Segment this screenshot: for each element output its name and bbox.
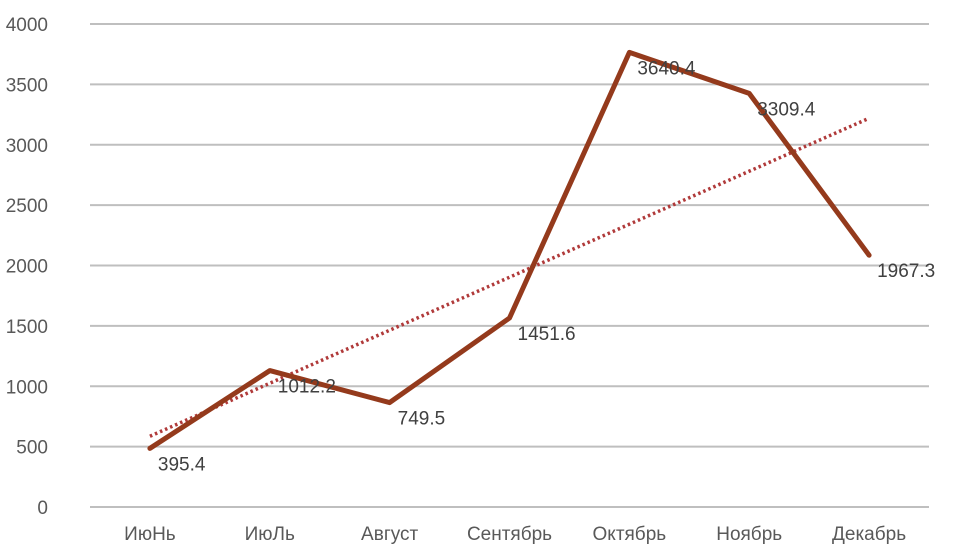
data-label: 1451.6 [518, 324, 576, 345]
y-tick-label: 1500 [6, 317, 48, 338]
y-tick-label: 2000 [6, 257, 48, 278]
x-tick-label: Сентябрь [467, 524, 552, 545]
trendline-path [149, 116, 870, 438]
data-label: 1967.3 [877, 261, 935, 282]
y-tick-label: 4000 [6, 15, 48, 36]
gridlines [90, 23, 929, 508]
y-tick-label: 2500 [6, 196, 48, 217]
x-tick-label: ИюНь [124, 524, 176, 545]
data-label: 395.4 [158, 454, 206, 475]
y-axis: 0 500 1000 1500 2000 2500 3000 3500 4000 [6, 15, 48, 519]
x-tick-label: Ноябрь [716, 524, 782, 545]
data-labels: 395.4 1012.2 749.5 1451.6 3640.4 3309.4 1967.3 [158, 58, 935, 475]
y-tick-label: 500 [16, 438, 48, 459]
x-axis: ИюНь ИюЛь Август Сентябрь Октябрь Ноябрь Декаб… [124, 524, 906, 545]
data-label: 3640.4 [637, 58, 696, 79]
y-tick-label: 1000 [6, 377, 48, 398]
y-tick-label: 3000 [6, 136, 48, 157]
series-line [147, 49, 872, 451]
data-label: 1012.2 [278, 377, 336, 398]
x-tick-label: Октябрь [593, 524, 667, 545]
data-label: 3309.4 [757, 99, 816, 120]
x-tick-label: ИюЛь [245, 524, 295, 545]
x-tick-label: Август [361, 524, 418, 545]
data-label: 749.5 [398, 409, 446, 430]
x-tick-label: Декабрь [832, 524, 906, 545]
y-tick-label: 3500 [6, 75, 48, 96]
y-tick-label: 0 [37, 498, 48, 519]
trendline [149, 116, 870, 438]
